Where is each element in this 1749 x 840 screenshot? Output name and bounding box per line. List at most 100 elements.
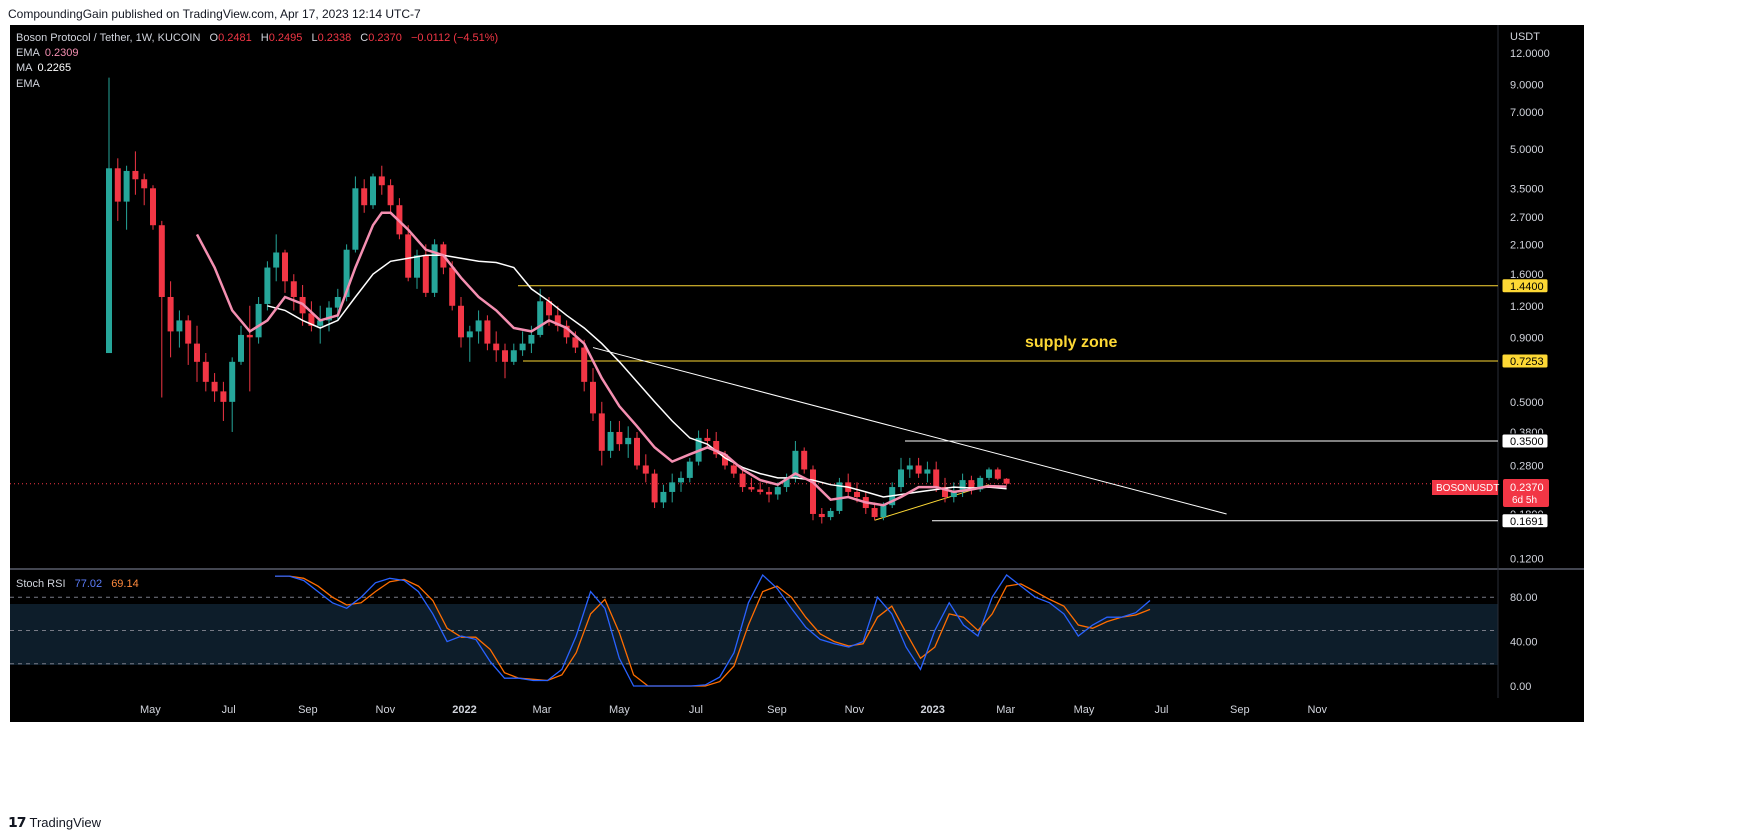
candle[interactable] [458,296,464,348]
candle[interactable] [106,77,112,354]
candle[interactable] [713,431,720,458]
candle[interactable] [246,305,253,392]
candle[interactable] [607,420,614,458]
footer-logo[interactable]: 𝟭𝟳 TradingView [8,814,101,831]
candle[interactable] [968,475,975,495]
candle[interactable] [449,261,456,311]
candle[interactable] [282,249,288,293]
candle[interactable] [669,473,676,503]
candle[interactable] [202,353,209,392]
candle-body [352,188,359,250]
time-axis-bg[interactable] [10,698,1584,722]
stoch-legend[interactable]: Stoch RSI 77.02 69.14 [16,578,139,590]
candle[interactable] [484,315,491,351]
candle[interactable] [810,465,816,521]
candle[interactable] [167,281,174,358]
level-tag[interactable]: 0.1691 [1501,513,1549,529]
candle[interactable] [730,461,737,478]
candle[interactable] [766,487,772,503]
ema-legend[interactable]: EMA 0.2309 [16,47,79,59]
candle[interactable] [123,165,130,230]
candle[interactable] [264,261,271,311]
candle[interactable] [581,339,588,392]
symbol-legend[interactable]: Boson Protocol / Tether, 1W, KUCOIN O0.2… [16,32,498,44]
candle[interactable] [678,471,684,492]
candle[interactable] [977,475,984,492]
candle[interactable] [493,331,500,362]
candle[interactable] [352,176,359,253]
candle[interactable] [739,469,746,492]
candle[interactable] [986,467,992,481]
candle[interactable] [519,331,526,356]
candle[interactable] [308,301,315,332]
candle[interactable] [405,225,412,282]
ema2-legend[interactable]: EMA [16,78,41,90]
candle[interactable] [563,320,570,344]
candle[interactable] [370,173,376,209]
candle[interactable] [660,484,667,509]
ma-legend[interactable]: MA 0.2265 [16,62,71,74]
candle[interactable] [898,457,904,492]
candle[interactable] [158,220,165,398]
candle[interactable] [801,447,808,474]
candle[interactable] [317,305,324,344]
candle[interactable] [422,244,429,297]
candle[interactable] [238,325,244,365]
candle[interactable] [783,473,790,492]
candle[interactable] [827,508,834,521]
candle-body [590,381,596,414]
candle[interactable] [211,373,218,402]
candle[interactable] [387,179,394,213]
candle[interactable] [537,288,544,338]
candle[interactable] [1003,478,1010,486]
candle[interactable] [475,310,482,344]
candle[interactable] [959,473,966,498]
candle[interactable] [634,431,640,470]
candle[interactable] [757,482,764,495]
candle[interactable] [871,502,878,521]
candle[interactable] [792,440,799,483]
candle[interactable] [651,469,658,509]
candle[interactable] [598,401,605,466]
candle[interactable] [273,234,280,282]
candle[interactable] [185,315,192,365]
stoch-axis-bg[interactable] [1498,570,1584,698]
candle[interactable] [176,310,183,348]
candle[interactable] [748,477,755,492]
candle[interactable] [836,477,843,514]
level-tag[interactable]: 0.7253 [1501,353,1549,369]
candle[interactable] [924,461,931,483]
candle[interactable] [818,508,825,524]
candle[interactable] [915,457,922,478]
candle[interactable] [229,357,236,432]
candle[interactable] [378,165,385,195]
candle[interactable] [290,274,297,311]
candle[interactable] [132,151,139,195]
candle[interactable] [326,301,332,332]
candle[interactable] [906,457,913,478]
price-pane-bg[interactable] [10,25,1498,568]
candle[interactable] [590,368,596,421]
level-tags[interactable]: 1.4400 0.7253 0.3500 0.1691 [1501,278,1549,529]
candle[interactable] [625,426,632,458]
candle[interactable] [616,420,623,451]
candle[interactable] [194,325,200,382]
candle[interactable] [361,179,368,213]
candle[interactable] [431,239,438,297]
candle[interactable] [114,158,121,221]
candle[interactable] [255,296,262,344]
candle[interactable] [686,457,693,483]
candle[interactable] [150,185,156,230]
candle[interactable] [502,343,508,379]
candle[interactable] [642,454,649,483]
candle[interactable] [220,381,227,421]
level-tag[interactable]: 0.3500 [1501,433,1549,449]
price-axis-bg[interactable] [1498,25,1584,568]
candle[interactable] [141,173,148,206]
level-tag[interactable]: 1.4400 [1501,278,1549,294]
candle[interactable] [510,343,517,365]
candle[interactable] [466,325,473,362]
candle[interactable] [994,467,1001,481]
candle[interactable] [554,305,561,332]
